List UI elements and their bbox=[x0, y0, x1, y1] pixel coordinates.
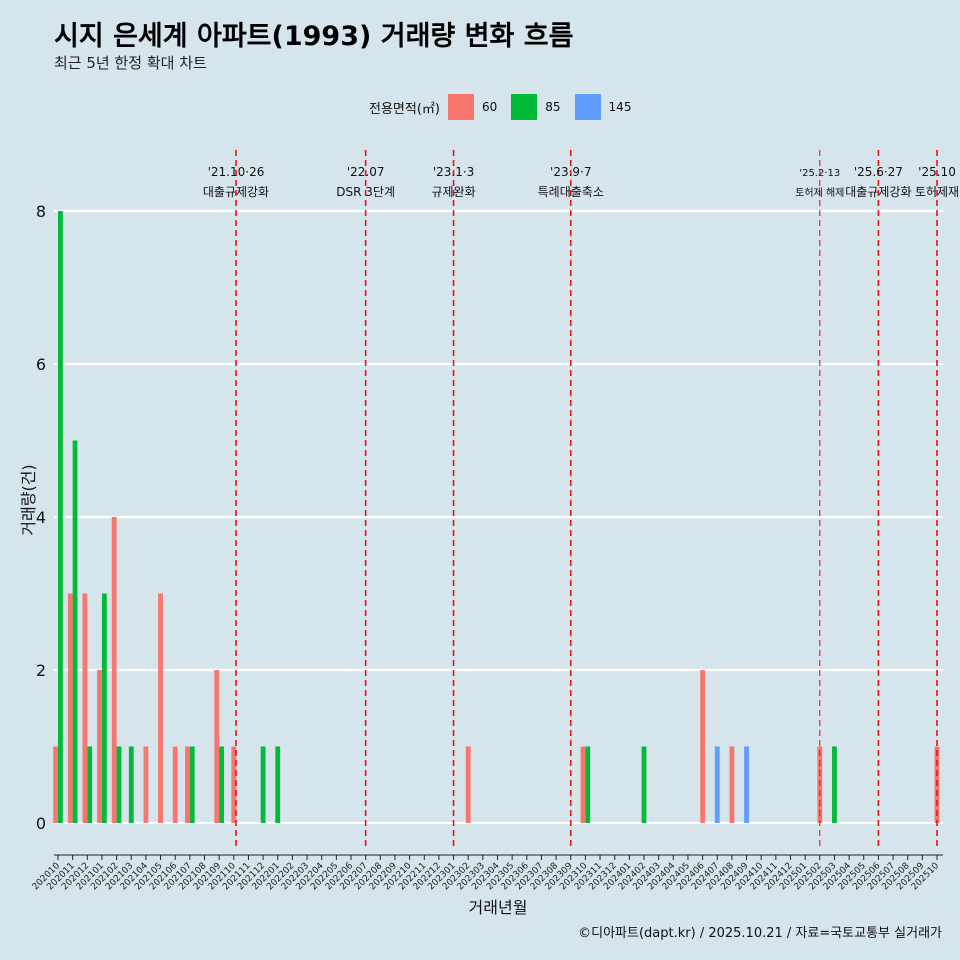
chart-subtitle: 최근 5년 한정 확대 차트 bbox=[54, 54, 207, 72]
bar-85-202112 bbox=[260, 746, 266, 823]
bar-60-202101 bbox=[97, 670, 102, 823]
y-tick-label: 4 bbox=[36, 508, 46, 527]
bar-145-202409 bbox=[744, 746, 749, 823]
bar-85-202011 bbox=[72, 440, 78, 823]
bar-60-202106 bbox=[172, 746, 178, 823]
bar-60-202105 bbox=[158, 593, 163, 823]
bar-60-202104 bbox=[143, 746, 149, 823]
legend-label-60: 60 bbox=[481, 100, 498, 114]
bar-85-202101 bbox=[101, 593, 107, 823]
event-name-label: 특례대출축소 bbox=[538, 185, 604, 199]
bar-85-202102 bbox=[116, 746, 122, 823]
bar-85-202402 bbox=[641, 746, 647, 823]
bar-85-202012 bbox=[87, 746, 93, 823]
bar-85-202201 bbox=[275, 746, 281, 823]
legend-swatch-60 bbox=[447, 94, 474, 120]
bar-60-202110 bbox=[231, 746, 237, 823]
legend-swatch-145 bbox=[574, 94, 601, 120]
y-tick-label: 0 bbox=[36, 814, 46, 833]
bar-60-202406 bbox=[700, 670, 705, 823]
chart-title: 시지 은세계 아파트(1993) 거래량 변화 흐름 bbox=[54, 21, 574, 52]
bar-85-202310 bbox=[585, 746, 591, 823]
event-name-label: 규제완화 bbox=[431, 185, 475, 199]
event-name-label: 대출규제강화 bbox=[203, 185, 269, 199]
event-name-label: 토허제 해제 bbox=[795, 186, 844, 199]
bar-60-202010 bbox=[53, 746, 58, 823]
legend-item-145: 145 bbox=[574, 94, 638, 120]
bar-60-202012 bbox=[82, 593, 88, 823]
x-axis-title: 거래년월 bbox=[469, 898, 528, 917]
legend-title: 전용면적(㎡) bbox=[369, 101, 440, 117]
event-date-label: '25.10 bbox=[918, 165, 956, 179]
bar-145-202407 bbox=[714, 746, 720, 823]
bar-85-202503 bbox=[832, 746, 837, 823]
bar-60-202302 bbox=[465, 746, 471, 823]
legend: 전용면적(㎡) 60 85 145 bbox=[369, 93, 645, 121]
event-name-label: 대출규제강화 bbox=[845, 185, 911, 199]
event-name-label: DSR 3단계 bbox=[336, 185, 395, 199]
bar-60-202109 bbox=[214, 670, 220, 823]
event-name-label: 토허제재 bbox=[915, 185, 959, 199]
bar-60-202310 bbox=[580, 746, 586, 823]
event-date-label: '23.9·7 bbox=[550, 165, 591, 179]
legend-label-85: 85 bbox=[545, 100, 561, 114]
bar-85-202103 bbox=[128, 746, 134, 823]
event-date-label: '22.07 bbox=[347, 165, 385, 179]
legend-label-145: 145 bbox=[608, 100, 632, 114]
y-tick-label: 8 bbox=[36, 202, 46, 221]
legend-swatch-85 bbox=[511, 94, 538, 120]
event-date-label: '23.1·3 bbox=[433, 165, 474, 179]
bar-60-202408 bbox=[729, 746, 735, 823]
bar-60-202011 bbox=[67, 593, 73, 823]
event-date-label: '25.6·27 bbox=[854, 165, 903, 179]
y-tick-label: 2 bbox=[36, 661, 46, 680]
legend-item-85: 85 bbox=[511, 94, 566, 120]
bar-85-202010 bbox=[58, 211, 63, 823]
event-date-label: '21.10·26 bbox=[208, 165, 265, 179]
footer-credit: ©디아파트(dapt.kr) / 2025.10.21 / 자료=국토교통부 실… bbox=[578, 926, 942, 941]
y-tick-label: 6 bbox=[36, 355, 46, 374]
event-date-label: '25.2·13 bbox=[799, 168, 840, 179]
y-axis-title: 거래량(건) bbox=[19, 464, 38, 535]
bar-85-202107 bbox=[189, 746, 195, 823]
bar-60-202107 bbox=[185, 746, 190, 823]
bar-60-202102 bbox=[111, 517, 117, 823]
legend-item-60: 60 bbox=[447, 94, 503, 120]
bar-85-202109 bbox=[219, 746, 224, 823]
